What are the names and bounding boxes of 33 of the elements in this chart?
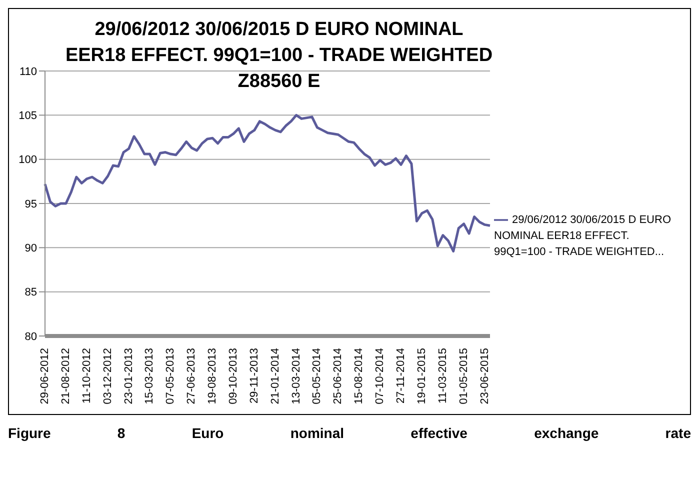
y-tick-label: 100 bbox=[18, 154, 37, 166]
y-tick-label: 90 bbox=[24, 242, 37, 255]
x-tick-label: 01-05-2015 bbox=[458, 348, 470, 404]
x-tick-label: 11-10-2012 bbox=[80, 348, 93, 404]
x-tick-label: 03-12-2012 bbox=[102, 348, 114, 404]
x-tick-label: 27-06-2013 bbox=[186, 348, 198, 404]
y-tick-label: 80 bbox=[24, 330, 37, 343]
x-tick-label: 05-05-2014 bbox=[311, 348, 324, 404]
y-tick-label: 105 bbox=[18, 110, 37, 122]
x-tick-label: 19-01-2015 bbox=[416, 348, 428, 404]
x-tick-label: 21-08-2012 bbox=[60, 348, 72, 404]
line-series bbox=[44, 114, 492, 252]
x-tick-label: 19-08-2013 bbox=[206, 348, 219, 404]
x-tick-label: 29-06-2012 bbox=[39, 348, 51, 404]
x-tick-label: 15-03-2013 bbox=[144, 348, 156, 404]
caption: Figure 8 Euro nominal effective exchange rate bbox=[8, 425, 691, 441]
legend-label: 29/06/2012 30/06/2015 D EURO NOMINAL EER18 EFFECT. 99Q1=100 - TRADE WEIGHTED... bbox=[494, 214, 672, 258]
x-tick-label: 11-03-2015 bbox=[436, 348, 449, 404]
x-tick-label: 21-01-2014 bbox=[269, 348, 282, 404]
x-tick-label: 25-06-2014 bbox=[332, 348, 344, 404]
x-tick-label: 07-10-2014 bbox=[374, 348, 386, 404]
chart-title: 29/06/2012 30/06/2015 D EURO NOMINAL EER18 EFFECT. 99Q1=100 - TRADE WEIGHTED Z88560 E bbox=[64, 18, 494, 94]
x-tick-label: 23-06-2015 bbox=[478, 348, 491, 404]
x-tick-label: 13-03-2014 bbox=[290, 348, 302, 404]
x-tick-label: 07-05-2013 bbox=[164, 348, 177, 404]
x-tick-label: 27-11-2014 bbox=[395, 348, 407, 404]
y-tick-label: 110 bbox=[19, 66, 37, 78]
y-tick-label: 85 bbox=[24, 286, 37, 299]
x-tick-label: 09-10-2013 bbox=[227, 348, 240, 404]
x-tick-label: 15-08-2014 bbox=[353, 348, 366, 404]
x-tick-label: 23-01-2013 bbox=[122, 348, 135, 404]
x-tick-label: 29-11-2013 bbox=[248, 348, 260, 404]
y-tick-label: 95 bbox=[24, 198, 37, 210]
